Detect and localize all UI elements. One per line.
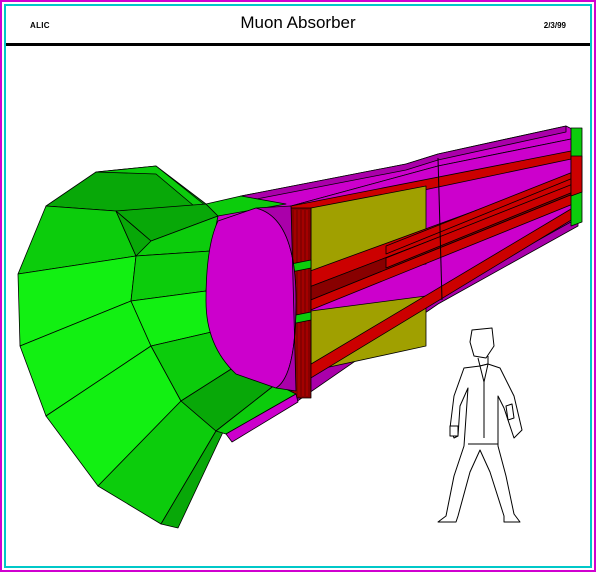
tube-lower-shell [225, 393, 299, 443]
cone-lip-top [205, 195, 287, 217]
human-scale-figure-icon [437, 327, 523, 523]
green-cone [17, 165, 299, 529]
header-date: 2/3/99 [543, 21, 566, 30]
section-divider [437, 157, 443, 301]
front-disk-edge [255, 205, 297, 392]
tube-end-cap-red [570, 155, 583, 197]
header-left-label: ALIC [30, 21, 50, 30]
inner-frame: ALIC Muon Absorber 2/3/99 [4, 4, 592, 568]
header-bar: ALIC Muon Absorber 2/3/99 [6, 6, 590, 46]
absorber-drawing [17, 125, 583, 529]
absorber-tube [215, 125, 583, 403]
page-title: Muon Absorber [240, 13, 356, 32]
tube-top-edge [240, 125, 567, 203]
